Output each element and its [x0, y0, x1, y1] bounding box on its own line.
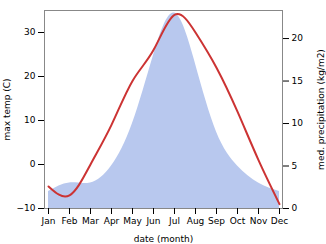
- svg-text:Aug: Aug: [187, 216, 205, 226]
- svg-text:10: 10: [24, 115, 36, 125]
- svg-text:Jan: Jan: [41, 216, 56, 226]
- svg-text:max temp (C): max temp (C): [2, 78, 12, 140]
- svg-text:med. precipitation (kg/m2): med. precipitation (kg/m2): [316, 49, 326, 170]
- svg-text:−10: −10: [17, 203, 36, 213]
- svg-text:Oct: Oct: [230, 216, 246, 226]
- svg-text:5: 5: [292, 161, 298, 171]
- svg-text:Nov: Nov: [250, 216, 268, 226]
- svg-text:15: 15: [292, 76, 303, 86]
- svg-text:Dec: Dec: [271, 216, 288, 226]
- svg-text:date (month): date (month): [134, 234, 193, 244]
- svg-text:May: May: [123, 216, 142, 226]
- svg-text:20: 20: [24, 71, 36, 81]
- svg-text:Mar: Mar: [82, 216, 99, 226]
- svg-text:0: 0: [30, 159, 36, 169]
- svg-text:Sep: Sep: [208, 216, 225, 226]
- svg-text:Jun: Jun: [145, 216, 160, 226]
- svg-text:Jul: Jul: [168, 216, 180, 226]
- svg-text:0: 0: [292, 203, 298, 213]
- svg-text:10: 10: [292, 118, 304, 128]
- svg-text:Feb: Feb: [62, 216, 78, 226]
- svg-text:30: 30: [24, 27, 36, 37]
- svg-text:20: 20: [292, 33, 304, 43]
- svg-text:Apr: Apr: [104, 216, 120, 226]
